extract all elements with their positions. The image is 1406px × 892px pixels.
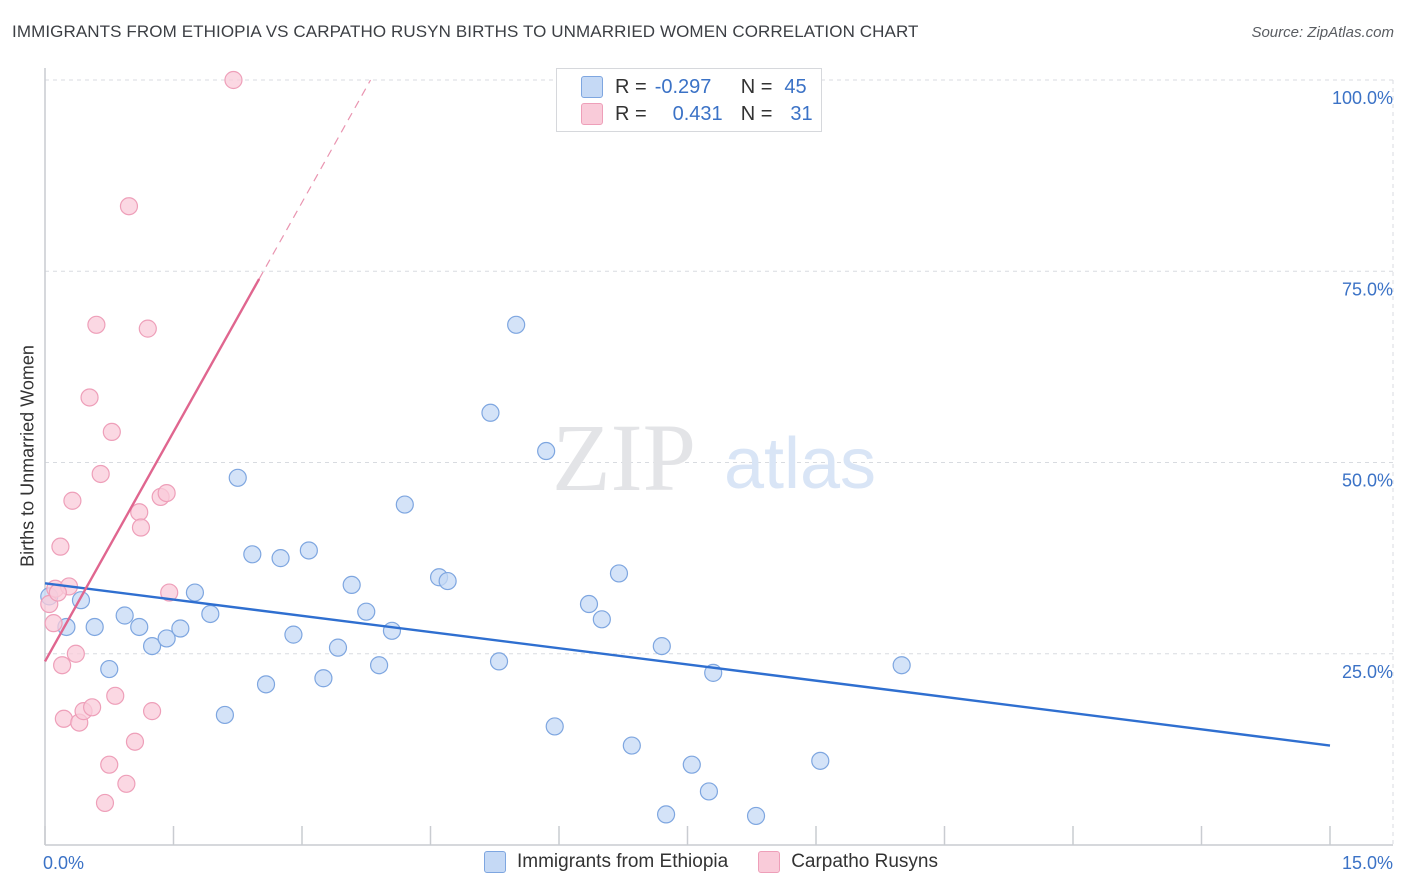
legend-n-value: 31 (790, 102, 813, 125)
ethiopia-point (507, 315, 526, 334)
ethiopia-point (699, 782, 719, 801)
legend-r-label: R = (615, 102, 647, 125)
ethiopia-point (215, 705, 234, 725)
ethiopia-point (357, 602, 376, 621)
ethiopia-point (314, 669, 333, 688)
rusyn-point (53, 656, 72, 675)
ethiopia-point (652, 636, 671, 656)
ethiopia-point (382, 621, 402, 640)
ethiopia-point (811, 751, 830, 770)
ethiopia-point (537, 441, 556, 461)
ethiopia-point (115, 606, 134, 625)
legend-swatch-ethiopia (581, 76, 603, 98)
ethiopia-point (85, 617, 104, 637)
ethiopia-point (142, 636, 162, 656)
rusyn-point (224, 70, 243, 90)
ethiopia-point (489, 652, 509, 671)
rusyn-point (63, 491, 82, 510)
y-tick-label: 25.0% (1342, 662, 1393, 682)
rusyn-point (54, 709, 73, 728)
series-swatch-ethiopia (484, 851, 506, 873)
chart-title: IMMIGRANTS FROM ETHIOPIA VS CARPATHO RUS… (12, 22, 919, 41)
legend-row-ethiopia: R = -0.297 N = 45 (581, 73, 807, 101)
ethiopia-point (271, 549, 290, 568)
y-tick-label: 75.0% (1342, 279, 1393, 299)
series-label-ethiopia: Immigrants from Ethiopia (517, 851, 729, 872)
ethiopia-point (201, 604, 220, 624)
ethiopia-point (609, 564, 629, 583)
rusyn-point (131, 518, 151, 537)
legend-row-rusyn: R = 0.431 N = 31 (581, 100, 813, 128)
ethiopia-point (481, 403, 500, 422)
source-label: Source: ZipAtlas.com (1251, 24, 1394, 41)
rusyn-point (119, 197, 139, 216)
legend-r-label: R = (615, 75, 647, 98)
ethiopia-point (157, 629, 176, 648)
ethiopia-point (579, 594, 599, 614)
series-swatch-rusyn (758, 851, 781, 873)
rusyn-point (100, 755, 119, 774)
rusyn-point (87, 315, 106, 334)
ethiopia-point (342, 575, 361, 595)
ethiopia-point (395, 495, 414, 514)
ethiopia-point (370, 656, 389, 675)
legend-swatch-rusyn (581, 103, 603, 125)
rusyn-point (130, 503, 149, 522)
ethiopia-point (130, 617, 149, 637)
legend-n-label: N = (740, 75, 773, 98)
ethiopia-point (100, 659, 119, 679)
rusyn-point (106, 686, 125, 705)
rusyn-point (91, 464, 110, 484)
rusyn-point (160, 583, 179, 602)
rusyn-trend-line-extension (258, 79, 372, 280)
y-tick-label: 50.0% (1342, 471, 1393, 491)
watermark-zip: ZIP (552, 404, 696, 511)
rusyn-point (66, 644, 85, 663)
ethiopia-point (622, 736, 641, 755)
ethiopia-point (228, 468, 247, 487)
rusyn-point (51, 537, 70, 556)
ethiopia-point (656, 805, 676, 824)
ethiopia-point (682, 755, 701, 774)
legend-r-value: -0.297 (654, 75, 712, 98)
ethiopia-point (256, 675, 276, 694)
ethiopia-trend-line (44, 582, 1331, 747)
ethiopia-point (284, 625, 303, 644)
rusyn-point (125, 732, 145, 751)
rusyn-point (117, 774, 136, 793)
y-axis-label: Births to Unmarried Women (17, 345, 38, 567)
rusyn-point (157, 484, 176, 503)
ethiopia-point (746, 806, 766, 826)
ethiopia-point (243, 545, 262, 564)
rusyn-trend-line (43, 278, 261, 662)
ethiopia-point (328, 638, 348, 657)
series-legend-item-ethiopia[interactable]: Immigrants from Ethiopia (484, 851, 728, 873)
rusyn-point (142, 702, 162, 721)
x-tick-label: 15.0% (1342, 853, 1393, 873)
ethiopia-point (545, 717, 564, 736)
series-legend-item-rusyn[interactable]: Carpatho Rusyns (758, 851, 938, 873)
correlation-legend: R = -0.297 N = 45 R = 0.431 N = 31 (556, 68, 822, 132)
rusyn-point (102, 422, 121, 441)
ethiopia-point (438, 571, 457, 591)
legend-n-value: 45 (784, 75, 807, 98)
ethiopia-point (592, 610, 611, 629)
series-legend: Immigrants from Ethiopia Carpatho Rusyns (484, 851, 968, 873)
legend-n-label: N = (740, 102, 773, 125)
x-tick-label: 0.0% (43, 853, 84, 873)
ethiopia-point (185, 583, 205, 602)
series-label-rusyn: Carpatho Rusyns (791, 851, 938, 872)
legend-r-value: 0.431 (672, 102, 723, 125)
rusyn-point (95, 793, 115, 813)
watermark-atlas: atlas (724, 424, 876, 504)
rusyn-point (83, 698, 102, 717)
ethiopia-point (171, 619, 190, 638)
rusyn-point (44, 614, 63, 633)
rusyn-point (138, 319, 157, 338)
rusyn-point (80, 388, 99, 407)
ethiopia-point (299, 541, 318, 560)
ethiopia-point (892, 656, 911, 675)
y-tick-label: 100.0% (1332, 88, 1393, 108)
